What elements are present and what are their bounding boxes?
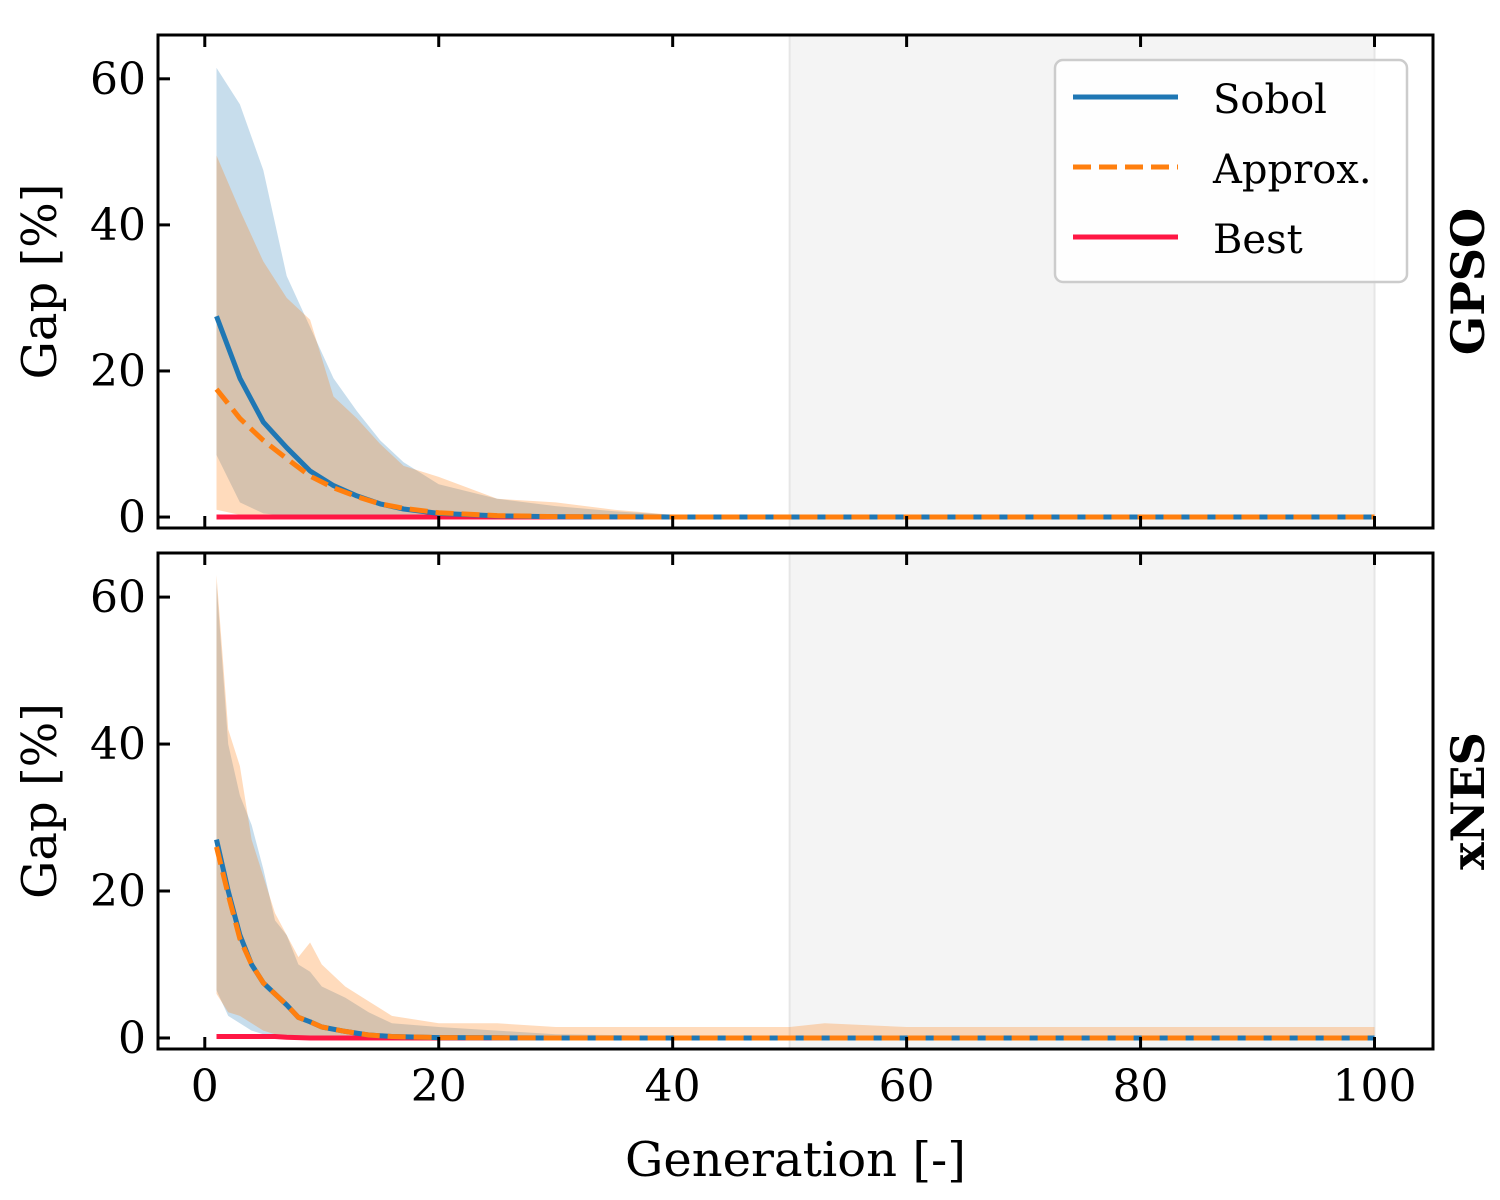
series-lines — [214, 839, 1375, 1041]
y-tick-label: 20 — [90, 866, 146, 917]
y-tick-label: 0 — [118, 1013, 146, 1064]
confidence-bands — [216, 67, 1375, 518]
confidence-bands — [216, 575, 1375, 1038]
legend-label-best: Best — [1213, 217, 1303, 263]
axis-ticks — [158, 553, 1377, 1049]
panel-label-gpso: GPSO — [1441, 208, 1495, 355]
series-line-approx — [214, 846, 1375, 1041]
shaded-region-rect — [788, 552, 1376, 1050]
x-tick-label: 0 — [191, 1061, 219, 1112]
y-tick-label: 20 — [90, 346, 146, 397]
y-tick-label: 60 — [90, 572, 146, 623]
y-axis-label: Gap [%] — [12, 183, 68, 379]
y-tick-labels: 0 20 40 60 — [90, 54, 146, 543]
panel-xnes: 0 20 40 60 0 20 40 60 80 100 Gap [%] Generation … — [12, 551, 1495, 1188]
series-line-approx — [214, 387, 1375, 520]
band-sobol — [216, 67, 1375, 518]
band-approx — [216, 575, 1375, 1038]
y-tick-labels: 0 20 40 60 — [90, 572, 146, 1064]
legend-label-approx: Approx. — [1212, 147, 1372, 193]
axis-ticks — [158, 35, 1377, 528]
axes-frame — [156, 551, 1435, 1051]
legend-label-sobol: Sobol — [1213, 77, 1327, 123]
x-axis-label: Generation [-] — [625, 1132, 966, 1188]
axes-frame — [156, 33, 1435, 530]
x-tick-label: 80 — [1113, 1061, 1169, 1112]
y-axis-label: Gap [%] — [12, 703, 68, 899]
band-sobol — [216, 582, 1375, 1038]
y-tick-label: 0 — [118, 492, 146, 543]
x-tick-label: 100 — [1333, 1061, 1417, 1112]
series-lines — [214, 315, 1375, 520]
y-tick-label: 60 — [90, 54, 146, 105]
shaded-region — [788, 552, 1376, 1050]
panel-gpso: 0 20 40 60 Gap [%] GPSO Sobol Approx. Best — [12, 33, 1495, 543]
band-approx — [216, 155, 1375, 517]
x-tick-label: 20 — [411, 1061, 467, 1112]
y-tick-label: 40 — [90, 719, 146, 770]
x-tick-labels: 0 20 40 60 80 100 — [191, 1061, 1417, 1112]
x-tick-label: 40 — [645, 1061, 701, 1112]
panel-label-xnes: xNES — [1441, 732, 1495, 870]
y-tick-label: 40 — [90, 200, 146, 251]
x-tick-label: 60 — [879, 1061, 935, 1112]
legend-box — [1053, 58, 1409, 284]
legend: Sobol Approx. Best — [1053, 58, 1409, 284]
